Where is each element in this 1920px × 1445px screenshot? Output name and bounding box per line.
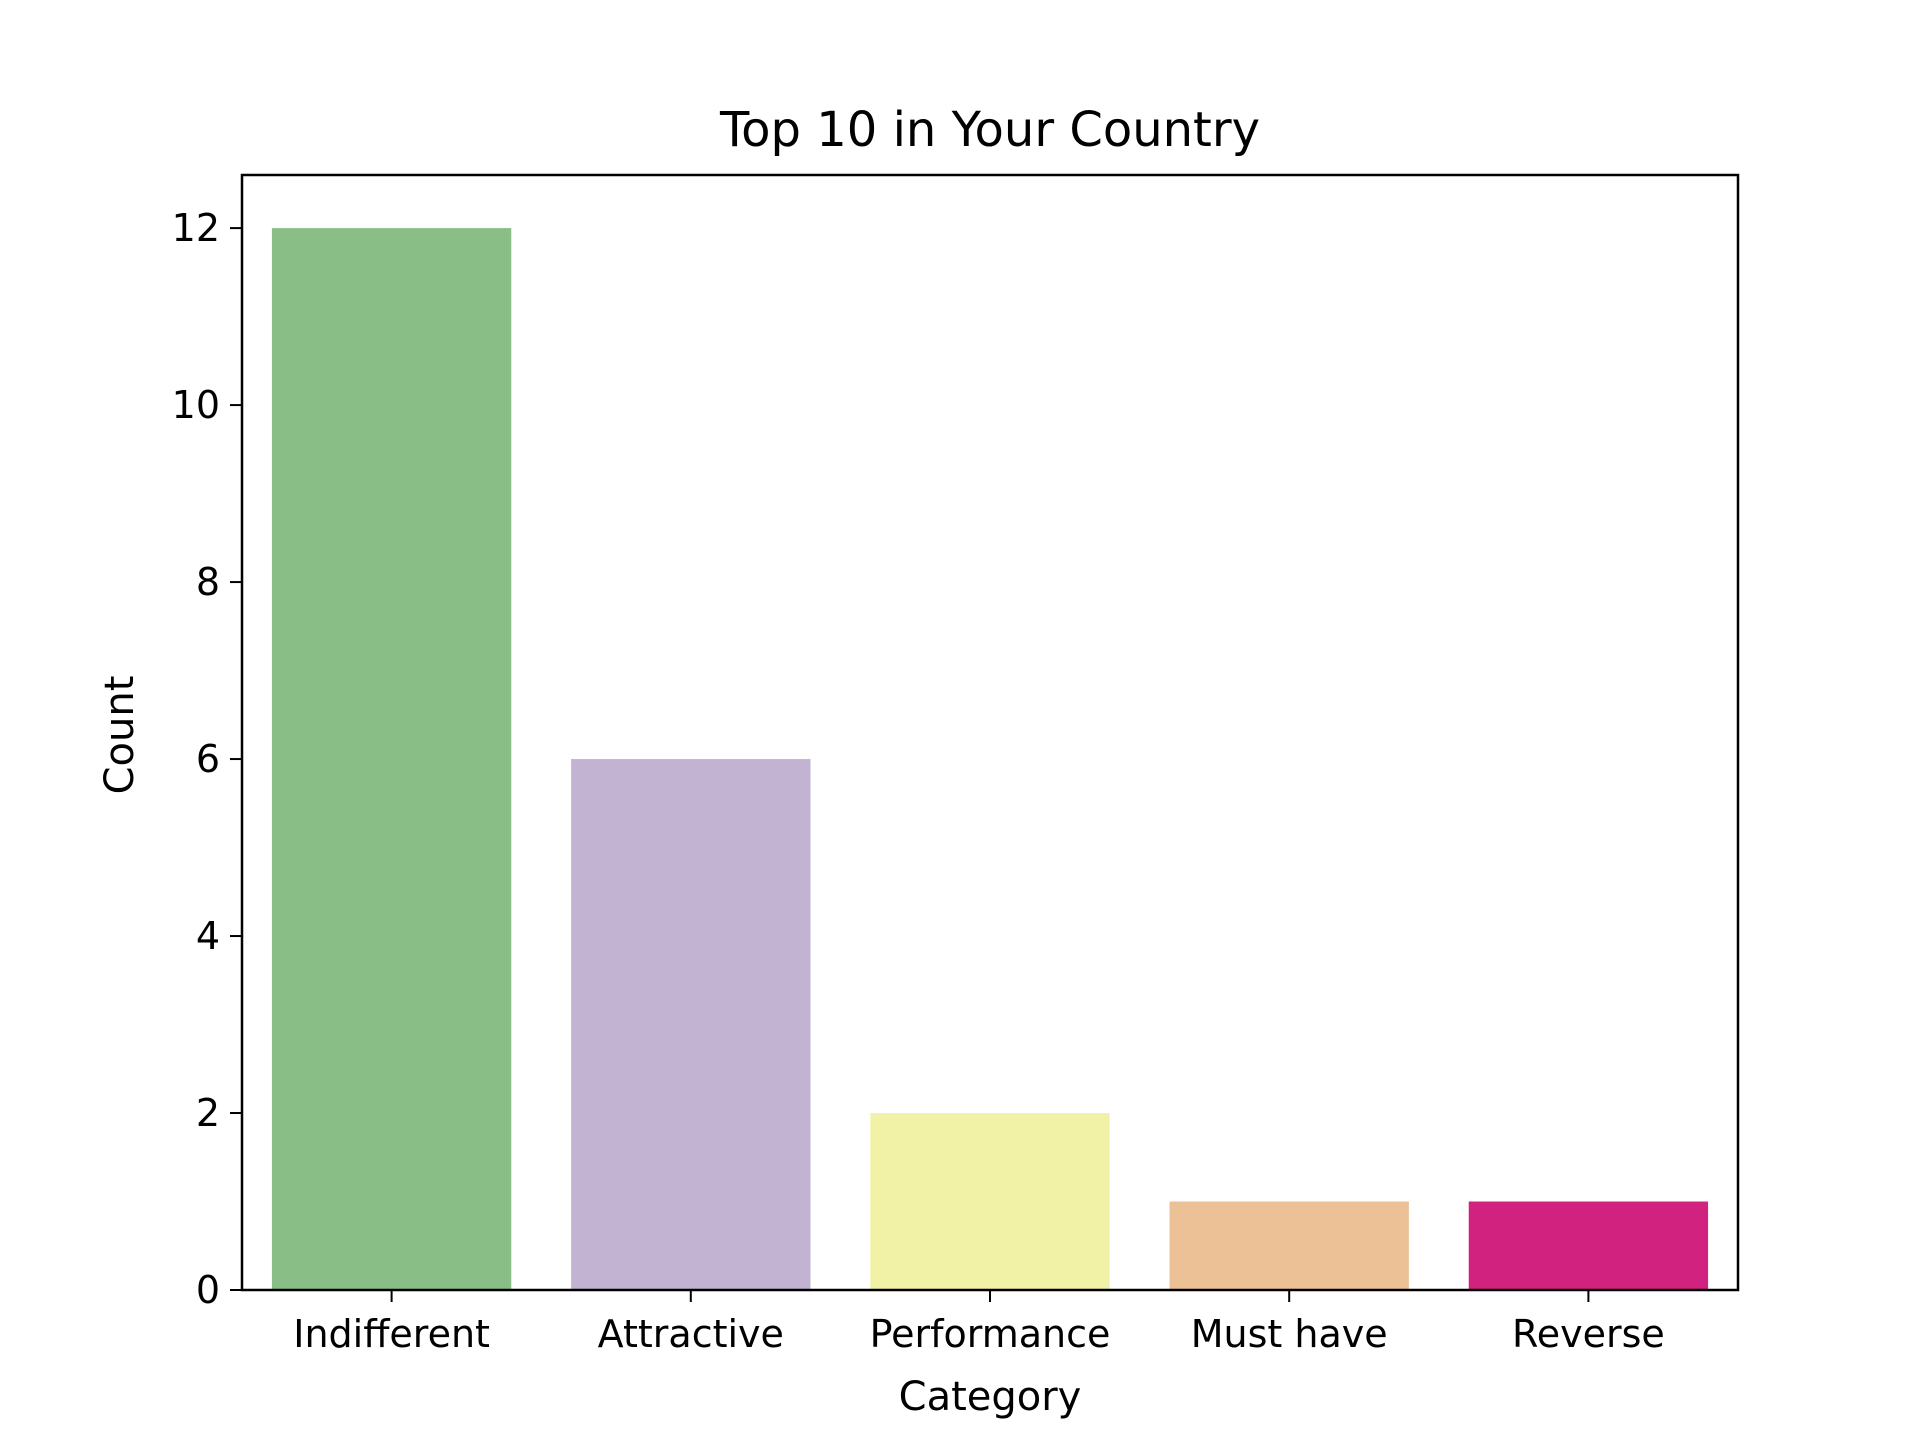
y-axis-label: Count bbox=[97, 676, 143, 795]
x-tick-label: Attractive bbox=[598, 1312, 784, 1356]
bars-group bbox=[271, 228, 1709, 1291]
y-tick-label: 4 bbox=[196, 914, 220, 958]
y-tick-label: 12 bbox=[172, 206, 220, 250]
chart-title: Top 10 in Your Country bbox=[719, 102, 1260, 158]
x-tick-label: Reverse bbox=[1512, 1312, 1665, 1356]
y-tick-label: 8 bbox=[196, 560, 220, 604]
bar-reverse bbox=[1468, 1201, 1709, 1290]
bar-indifferent bbox=[271, 228, 512, 1291]
y-tick-label: 2 bbox=[196, 1091, 220, 1135]
x-tick-label: Indifferent bbox=[293, 1312, 490, 1356]
x-axis-ticks: Indifferent Attractive Performance Must hav… bbox=[293, 1290, 1665, 1356]
bar-attractive bbox=[571, 759, 811, 1290]
x-tick-label: Performance bbox=[870, 1312, 1111, 1356]
bar-performance bbox=[870, 1113, 1110, 1290]
x-axis-label: Category bbox=[899, 1374, 1082, 1420]
y-tick-label: 10 bbox=[172, 383, 220, 427]
y-axis-ticks: 0 2 4 6 8 10 12 bbox=[172, 206, 242, 1312]
axes-frame bbox=[240, 173, 1740, 1292]
bar-must-have bbox=[1169, 1201, 1409, 1290]
y-tick-label: 0 bbox=[196, 1268, 220, 1312]
x-tick-label: Must have bbox=[1191, 1312, 1388, 1356]
y-tick-label: 6 bbox=[196, 737, 220, 781]
